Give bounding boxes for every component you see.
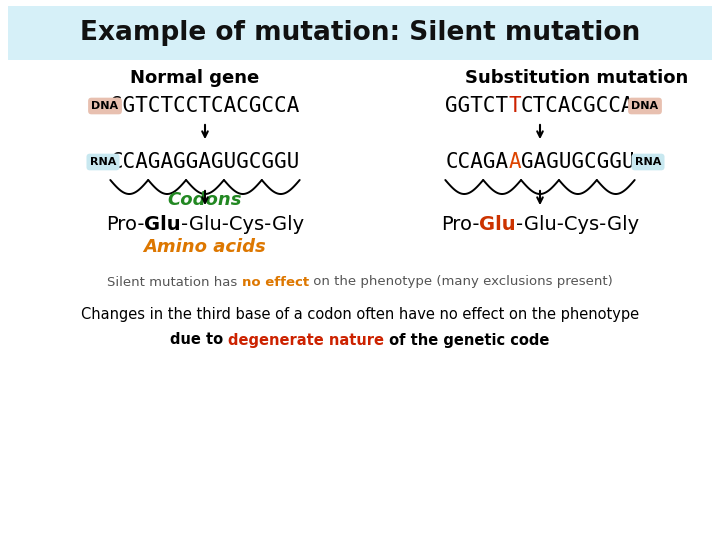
Text: on the phenotype (many exclusions present): on the phenotype (many exclusions presen…: [309, 275, 613, 288]
Text: due to: due to: [170, 333, 228, 348]
Text: Silent mutation has: Silent mutation has: [107, 275, 242, 288]
FancyBboxPatch shape: [8, 6, 712, 60]
Text: A: A: [508, 152, 521, 172]
Text: DNA: DNA: [91, 101, 119, 111]
Text: Changes in the third base of a codon often have no effect on the phenotype: Changes in the third base of a codon oft…: [81, 307, 639, 322]
Text: T: T: [508, 96, 521, 116]
Text: Amino acids: Amino acids: [143, 238, 266, 256]
Text: Pro-: Pro-: [441, 215, 480, 234]
Text: degenerate nature: degenerate nature: [228, 333, 384, 348]
Text: Substitution mutation: Substitution mutation: [465, 69, 688, 87]
Text: GGTCT: GGTCT: [445, 96, 508, 116]
Text: -Glu-Cys-Gly: -Glu-Cys-Gly: [516, 215, 639, 234]
Text: of the genetic code: of the genetic code: [384, 333, 550, 348]
Text: Codons: Codons: [168, 191, 242, 209]
Text: DNA: DNA: [631, 101, 659, 111]
Text: CTCACGCCA: CTCACGCCA: [521, 96, 635, 116]
Text: GGTCTCCTCACGCCA: GGTCTCCTCACGCCA: [110, 96, 300, 116]
Text: Normal gene: Normal gene: [130, 69, 259, 87]
Text: Pro-: Pro-: [106, 215, 145, 234]
Text: no effect: no effect: [242, 275, 309, 288]
Text: RNA: RNA: [635, 157, 661, 167]
Text: Glu: Glu: [480, 215, 516, 234]
Text: GAGUGCGGU: GAGUGCGGU: [521, 152, 635, 172]
Text: Glu: Glu: [145, 215, 181, 234]
Text: CCAGA: CCAGA: [445, 152, 508, 172]
Text: CCAGAGGAGUGCGGU: CCAGAGGAGUGCGGU: [110, 152, 300, 172]
Text: -Glu-Cys-Gly: -Glu-Cys-Gly: [181, 215, 304, 234]
Text: RNA: RNA: [90, 157, 116, 167]
Text: Example of mutation: Silent mutation: Example of mutation: Silent mutation: [80, 20, 640, 46]
